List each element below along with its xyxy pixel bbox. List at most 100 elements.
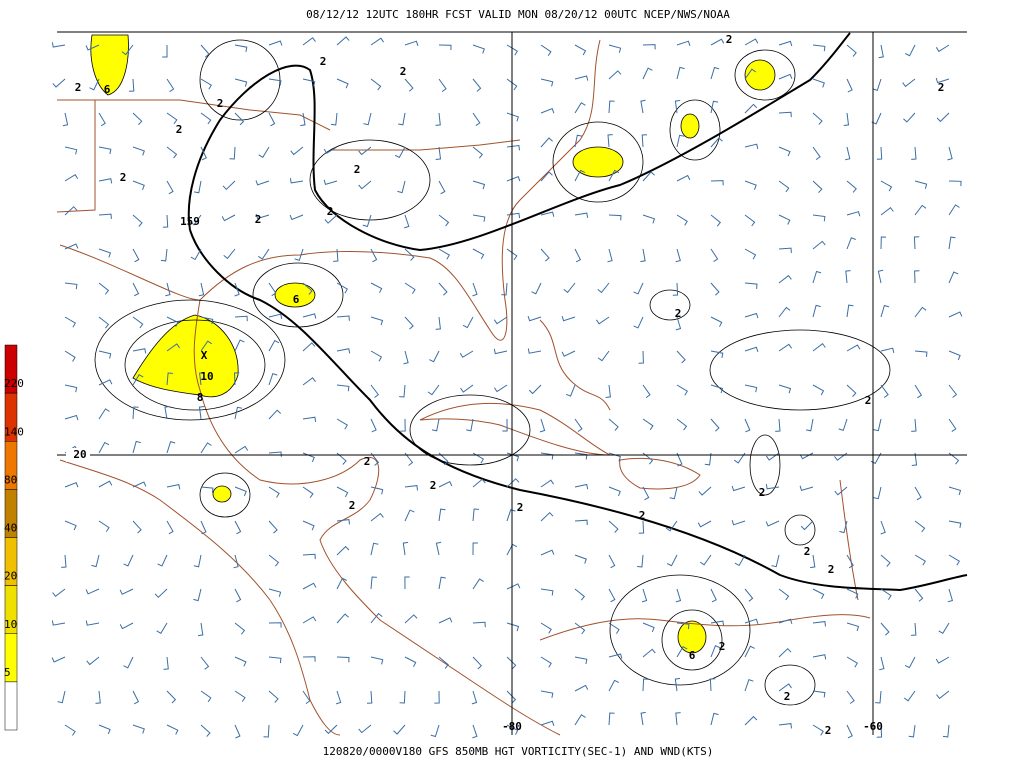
wind-barb [607,248,613,263]
wind-barb [913,236,920,250]
wind-barb [846,724,853,739]
wind-barb [64,206,78,216]
wind-barb [608,520,619,533]
wind-barb [398,112,406,126]
wind-barb [302,656,316,662]
wind-barb [358,146,372,156]
wind-barb [268,313,283,320]
wind-barb [370,656,384,665]
wind-barb [704,452,712,466]
wind-barb [506,175,521,182]
contour-label: 2 [938,81,945,94]
wind-barb [98,213,112,219]
wind-barb [633,282,644,295]
wind-barb [948,418,957,433]
wind-barb [132,481,147,488]
contour-label: 2 [719,640,726,653]
wind-barb [294,248,304,262]
wind-barb [459,350,474,358]
wind-barb [199,372,205,386]
wind-barb [710,620,725,626]
wind-barb [676,622,690,630]
wind-barb [472,248,485,260]
wind-barb [765,520,780,527]
wind-barb [574,714,586,726]
wind-barb [812,78,825,88]
wind-barb [64,316,76,328]
wind-barb [873,418,882,432]
wind-barb [198,282,205,297]
wind-barb [234,724,241,739]
wind-barb [540,588,554,596]
wind-barb [404,78,414,92]
wind-barb [198,622,204,637]
wind-barb [540,479,555,488]
wind-barb [506,543,518,556]
vorticity-shading [90,34,776,654]
wind-barb [462,316,474,329]
colorbar: 220 140 80 40 20 10 5 [4,344,24,731]
wind-barb [472,724,478,739]
wind-barb [166,724,179,735]
hispaniola [619,457,701,490]
wind-barb [98,379,113,386]
wind-barb [64,520,77,531]
wind-barb [506,144,520,151]
wind-barb [200,78,212,90]
wind-barb [744,588,754,602]
wind-barb [268,282,277,297]
wind-barb [119,588,134,595]
wind-barb [846,44,857,57]
wind-barb [778,247,792,253]
wind-barb [438,481,453,488]
wind-barb [839,520,848,534]
wind-barb [268,339,280,352]
wind-barb [403,350,409,365]
colorbar-label: 40 [4,522,17,535]
wind-barb [506,212,521,219]
contour-label: 2 [364,455,371,468]
wind-barb [502,418,508,432]
wind-barb [710,418,720,432]
wind-barb [132,406,139,420]
colorbar-label: 20 [4,570,17,583]
colorbar-label: 10 [4,618,17,631]
wind-barb [608,169,620,182]
wind-barb [268,690,279,703]
wind-barb [911,418,917,432]
wind-barb [193,554,202,568]
wind-barb [336,656,350,663]
wind-barb [289,214,304,221]
wind-barb [234,486,247,497]
wind-barb [778,647,792,658]
wind-barb [86,656,100,666]
wind-barb [710,180,724,186]
wind-barb [460,384,474,393]
wind-barb [812,724,824,736]
wind-barb [642,214,656,224]
contour-label: 2 [120,171,127,184]
wind-barb [948,204,960,216]
wind-barb [846,180,857,193]
wind-barb [363,112,372,126]
wind-barb [744,346,759,353]
wind-barb [200,724,211,737]
wind-barb [435,112,441,126]
wind-barb [292,724,304,737]
wind-barb [166,316,179,327]
coast [59,459,341,736]
wind-barb [812,44,826,52]
wind-barb [132,520,142,534]
wind-barb [880,520,886,535]
wind-barb [640,711,646,726]
wind-barb [289,178,304,184]
wind-barb [121,44,134,56]
wind-barb [336,486,349,498]
grid-label: -60 [863,720,883,733]
wind-barb [506,478,520,488]
wind-barb [642,67,653,80]
wind-barb [699,554,712,566]
wind-barb [472,578,484,590]
wind-barb [302,78,316,87]
